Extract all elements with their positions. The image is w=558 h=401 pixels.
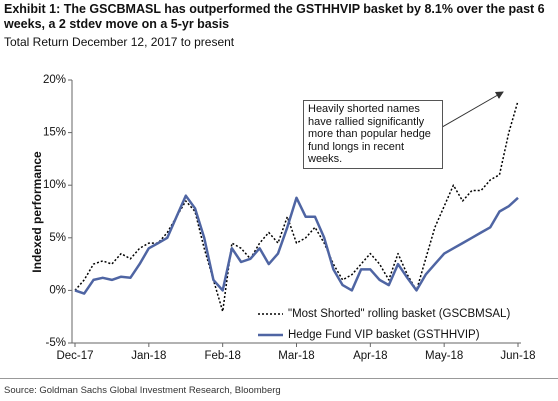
x-tick-label: Jan-18 xyxy=(131,350,166,362)
chart-title: Exhibit 1: The GSCBMASL has outperformed… xyxy=(4,2,545,31)
y-tick-label: -5% xyxy=(46,337,66,349)
series-line xyxy=(74,100,519,313)
x-tick-label: Mar-18 xyxy=(278,350,314,362)
y-tick-label: 20% xyxy=(43,74,66,86)
y-tick-label: 0% xyxy=(49,284,66,296)
annotation: Heavily shorted names have rallied signi… xyxy=(303,100,443,169)
x-tick-label: Dec-17 xyxy=(56,350,93,362)
x-tick-label: Feb-18 xyxy=(204,350,240,362)
series-line xyxy=(74,194,519,295)
chart-subtitle: Total Return December 12, 2017 to presen… xyxy=(4,35,235,49)
y-tick-label: 10% xyxy=(43,179,66,191)
divider xyxy=(0,378,558,379)
source: Source: Goldman Sachs Global Investment … xyxy=(4,385,281,396)
x-tick-label: May-18 xyxy=(425,350,463,362)
x-tick-label: Apr-18 xyxy=(353,350,388,362)
y-tick-label: 15% xyxy=(43,127,66,139)
legend-label: "Most Shorted" rolling basket (GSCBMSAL) xyxy=(288,308,510,320)
annotation-arrow xyxy=(436,91,504,131)
y-tick-label: 5% xyxy=(49,232,66,244)
y-axis-label: Indexed performance xyxy=(30,151,44,273)
legend-label: Hedge Fund VIP basket (GSTHHVIP) xyxy=(288,329,480,341)
x-tick-label: Jun-18 xyxy=(500,350,535,362)
